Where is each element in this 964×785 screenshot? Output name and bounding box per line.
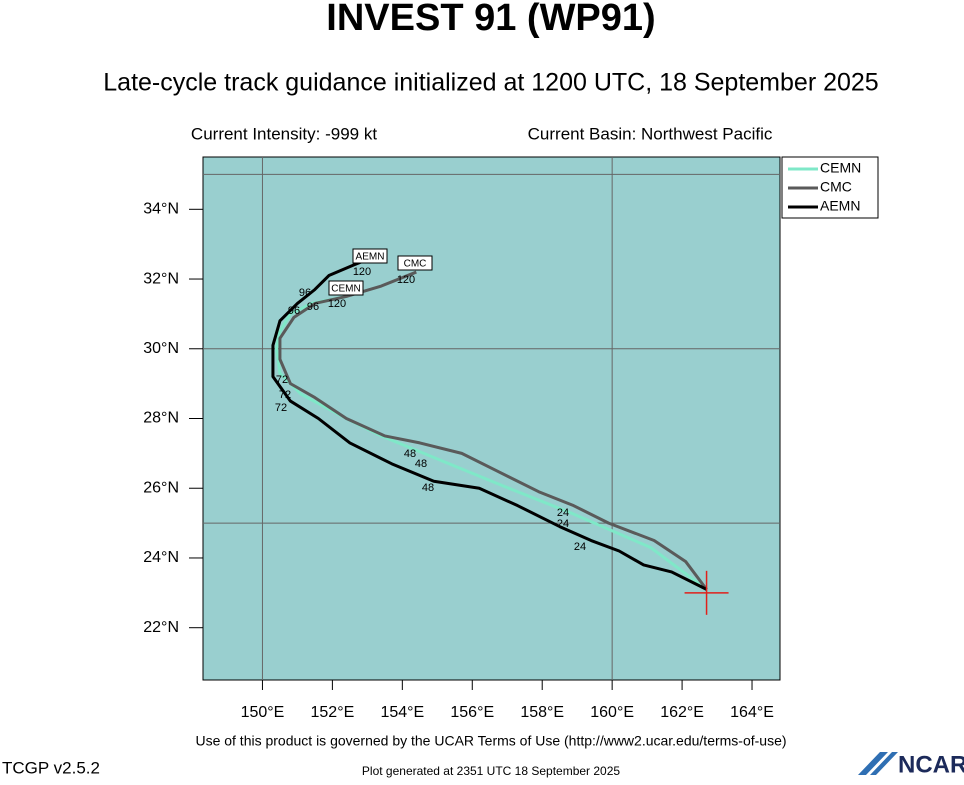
y-tick-label: 32°N <box>143 270 179 287</box>
legend-label: AEMN <box>820 198 860 214</box>
label-box <box>352 248 388 264</box>
y-tick-label: 30°N <box>143 340 179 357</box>
y-tick-label: 34°N <box>143 201 179 218</box>
forecast-hour: 72 <box>275 402 287 414</box>
track <box>271 256 708 591</box>
forecast-hour: 120 <box>328 298 346 310</box>
chart-subtitle: Late-cycle track guidance initialized at… <box>103 69 878 97</box>
end-label: CMC <box>404 259 427 270</box>
x-tick-label: 154°E <box>380 704 424 721</box>
footer: Use of this product is governed by the U… <box>195 733 786 749</box>
forecast-hour: 72 <box>276 374 288 386</box>
x-tick-label: 164°E <box>730 704 774 721</box>
y-tick-label: 22°N <box>143 619 179 636</box>
basin: Current Basin: Northwest Pacific <box>528 124 773 143</box>
forecast-hour: 24 <box>574 541 586 553</box>
x-tick-label: 152°E <box>311 704 355 721</box>
end-label: CEMN <box>331 284 360 295</box>
forecast-hour: 96 <box>299 287 311 299</box>
x-tick-label: 160°E <box>590 704 634 721</box>
label-box <box>328 280 364 296</box>
y-tick-label: 26°N <box>143 479 179 496</box>
x-tick-label: 150°E <box>241 704 285 721</box>
x-tick-label: 158°E <box>520 704 564 721</box>
version: TCGP v2.5.2 <box>2 758 100 777</box>
forecast-hour: 96 <box>288 305 300 317</box>
y-tick-label: 28°N <box>143 410 179 427</box>
track <box>278 270 708 591</box>
track <box>274 294 708 591</box>
forecast-hour: 24 <box>557 507 569 519</box>
logo-mark <box>858 752 898 775</box>
forecast-hour: 24 <box>557 518 569 530</box>
forecast-hour: 120 <box>353 266 371 278</box>
forecast-hour: 120 <box>397 274 415 286</box>
generated: Plot generated at 2351 UTC 18 September … <box>362 764 620 778</box>
logo: NCAR <box>898 751 964 778</box>
x-tick-label: 156°E <box>450 704 494 721</box>
forecast-hour: 48 <box>415 458 427 470</box>
legend-label: CEMN <box>820 160 861 176</box>
plot-area <box>202 156 781 681</box>
intensity: Current Intensity: -999 kt <box>191 124 377 143</box>
forecast-hour: 96 <box>307 301 319 313</box>
forecast-hour: 48 <box>404 448 416 460</box>
forecast-hour: 48 <box>422 482 434 494</box>
end-label: AEMN <box>356 252 385 263</box>
chart-title: INVEST 91 (WP91) <box>326 0 655 39</box>
forecast-hour: 72 <box>279 389 291 401</box>
label-box <box>397 255 433 271</box>
x-tick-label: 162°E <box>660 704 704 721</box>
y-tick-label: 24°N <box>143 549 179 566</box>
legend-label: CMC <box>820 179 852 195</box>
